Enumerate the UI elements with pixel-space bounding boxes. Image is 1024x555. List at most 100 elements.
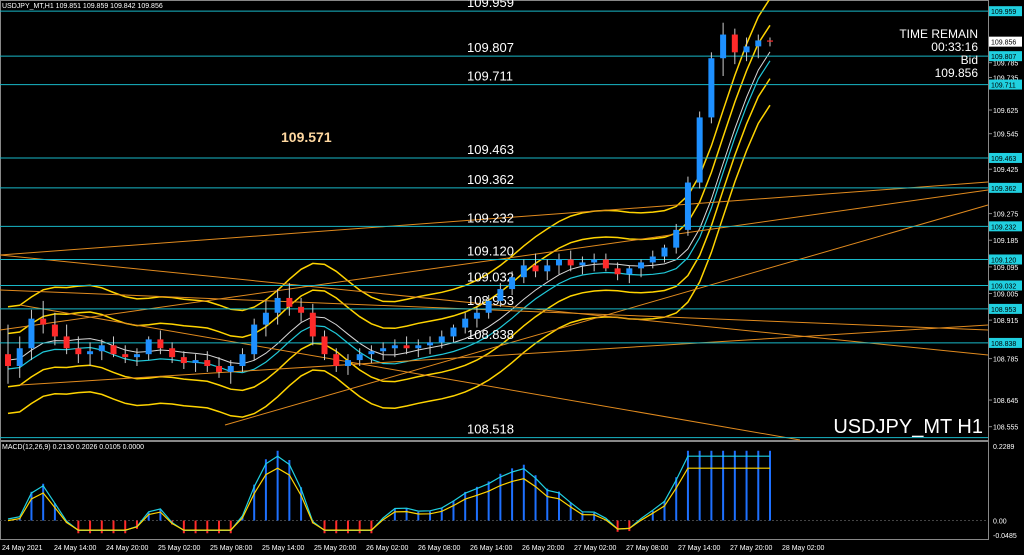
candle-body (708, 58, 715, 118)
candle-body (133, 354, 140, 358)
candle-body (180, 357, 187, 364)
level-price-box (989, 79, 1022, 90)
current-price-box (989, 36, 1022, 47)
level-label: 109.463 (467, 142, 514, 157)
macd-axis-label: 0.2289 (993, 444, 1015, 451)
macd-main-line (7, 455, 770, 531)
candle-body (356, 354, 363, 361)
level-label: 109.120 (467, 243, 514, 258)
candle-body (122, 354, 129, 358)
trend-lines (0, 181, 989, 441)
candle-body (567, 259, 574, 266)
candle-body (5, 354, 11, 367)
price-tick-label: 108.785 (993, 357, 1018, 364)
candle-body (216, 366, 223, 372)
candle-body (673, 229, 680, 248)
price-tick-label: 109.185 (993, 238, 1018, 245)
candle-body (544, 265, 551, 272)
level-price-box (989, 221, 1022, 232)
level-label: 109.959 (467, 0, 514, 10)
candle-body (368, 351, 375, 355)
candle-body (298, 306, 305, 313)
time-axis: 24 May 2021 24 May 14:00 24 May 20:00 25 Ma… (2, 545, 825, 552)
candle-body (51, 324, 58, 337)
price-tick-label: 109.425 (993, 167, 1018, 174)
level-price-box-label: 109.032 (991, 284, 1016, 291)
candle-body (649, 256, 656, 263)
candle-body (497, 289, 504, 301)
candle-body (591, 259, 598, 263)
level-price-box (989, 280, 1022, 291)
level-price-box-label: 109.362 (991, 186, 1016, 193)
time-label: 25 May 14:00 (262, 545, 305, 552)
time-label: 27 May 08:00 (626, 545, 669, 552)
candle-body (110, 345, 117, 355)
level-price-box (989, 303, 1022, 314)
upper-band-inner (7, 24, 771, 338)
candle-body (509, 277, 516, 290)
candle-body (157, 339, 164, 349)
time-remain-value: 00:33:16 (931, 40, 978, 54)
symbol-info: USDJPY_MT,H1 109.851 109.859 109.842 109… (2, 3, 163, 10)
candle-body (333, 354, 340, 367)
candle-body (227, 366, 234, 372)
lower-band-inner (7, 78, 771, 392)
bid-label: Bid (961, 53, 978, 67)
level-price-box (989, 182, 1022, 193)
level-price-box (989, 152, 1022, 163)
candle-body (473, 312, 480, 319)
time-label: 26 May 14:00 (470, 545, 513, 552)
trend-line (0, 289, 989, 331)
candle-body (427, 342, 434, 346)
macd-indicator: 0.2289 0.00 -0.0485 (0, 444, 1017, 540)
candle-body (450, 327, 457, 337)
price-tick-label: 109.095 (993, 265, 1018, 272)
candle-body (16, 348, 23, 367)
candle-body (661, 247, 668, 257)
time-label: 28 May 02:00 (782, 545, 825, 552)
candle-body (415, 345, 422, 349)
macd-plot-frame (0, 441, 989, 540)
candle-body (75, 348, 82, 355)
candle-body (251, 324, 258, 355)
candle-body (262, 312, 269, 325)
bid-value: 109.856 (935, 66, 979, 80)
time-label: 24 May 14:00 (54, 545, 97, 552)
price-tick-label: 109.545 (993, 132, 1018, 139)
candle-body (192, 360, 199, 364)
candle-body (274, 297, 281, 313)
time-label: 25 May 20:00 (314, 545, 357, 552)
price-tick-label: 108.915 (993, 318, 1018, 325)
macd-axis-label: 0.00 (993, 519, 1007, 526)
candle-body (403, 345, 410, 349)
candle-body (743, 46, 750, 53)
candle-body (309, 312, 316, 337)
current-price-label: 109.856 (991, 40, 1016, 47)
candle-body (169, 348, 176, 358)
price-tick-label: 109.735 (993, 75, 1018, 82)
candle-body (380, 348, 387, 352)
macd-axis-label: -0.0485 (993, 533, 1017, 540)
time-label: 27 May 20:00 (730, 545, 773, 552)
candle-body (391, 345, 398, 349)
level-price-box-label: 109.959 (991, 9, 1016, 16)
candle-body (485, 300, 492, 313)
price-tick-label: 109.625 (993, 108, 1018, 115)
special-price-label: 109.571 (281, 129, 332, 145)
candle-body (145, 339, 152, 355)
trend-line (0, 254, 989, 356)
candle-body (286, 297, 293, 307)
trend-line (0, 189, 989, 331)
candle-body (579, 262, 586, 266)
level-label: 109.032 (467, 270, 514, 285)
time-label: 27 May 14:00 (678, 545, 721, 552)
price-tick-label: 108.645 (993, 398, 1018, 405)
level-price-box-label: 109.120 (991, 257, 1016, 264)
time-label: 26 May 02:00 (366, 545, 409, 552)
candle-body (239, 354, 246, 367)
level-price-box-label: 109.807 (991, 54, 1016, 61)
candle-body (87, 351, 94, 355)
moving-average (7, 60, 771, 374)
level-label: 109.232 (467, 210, 514, 225)
